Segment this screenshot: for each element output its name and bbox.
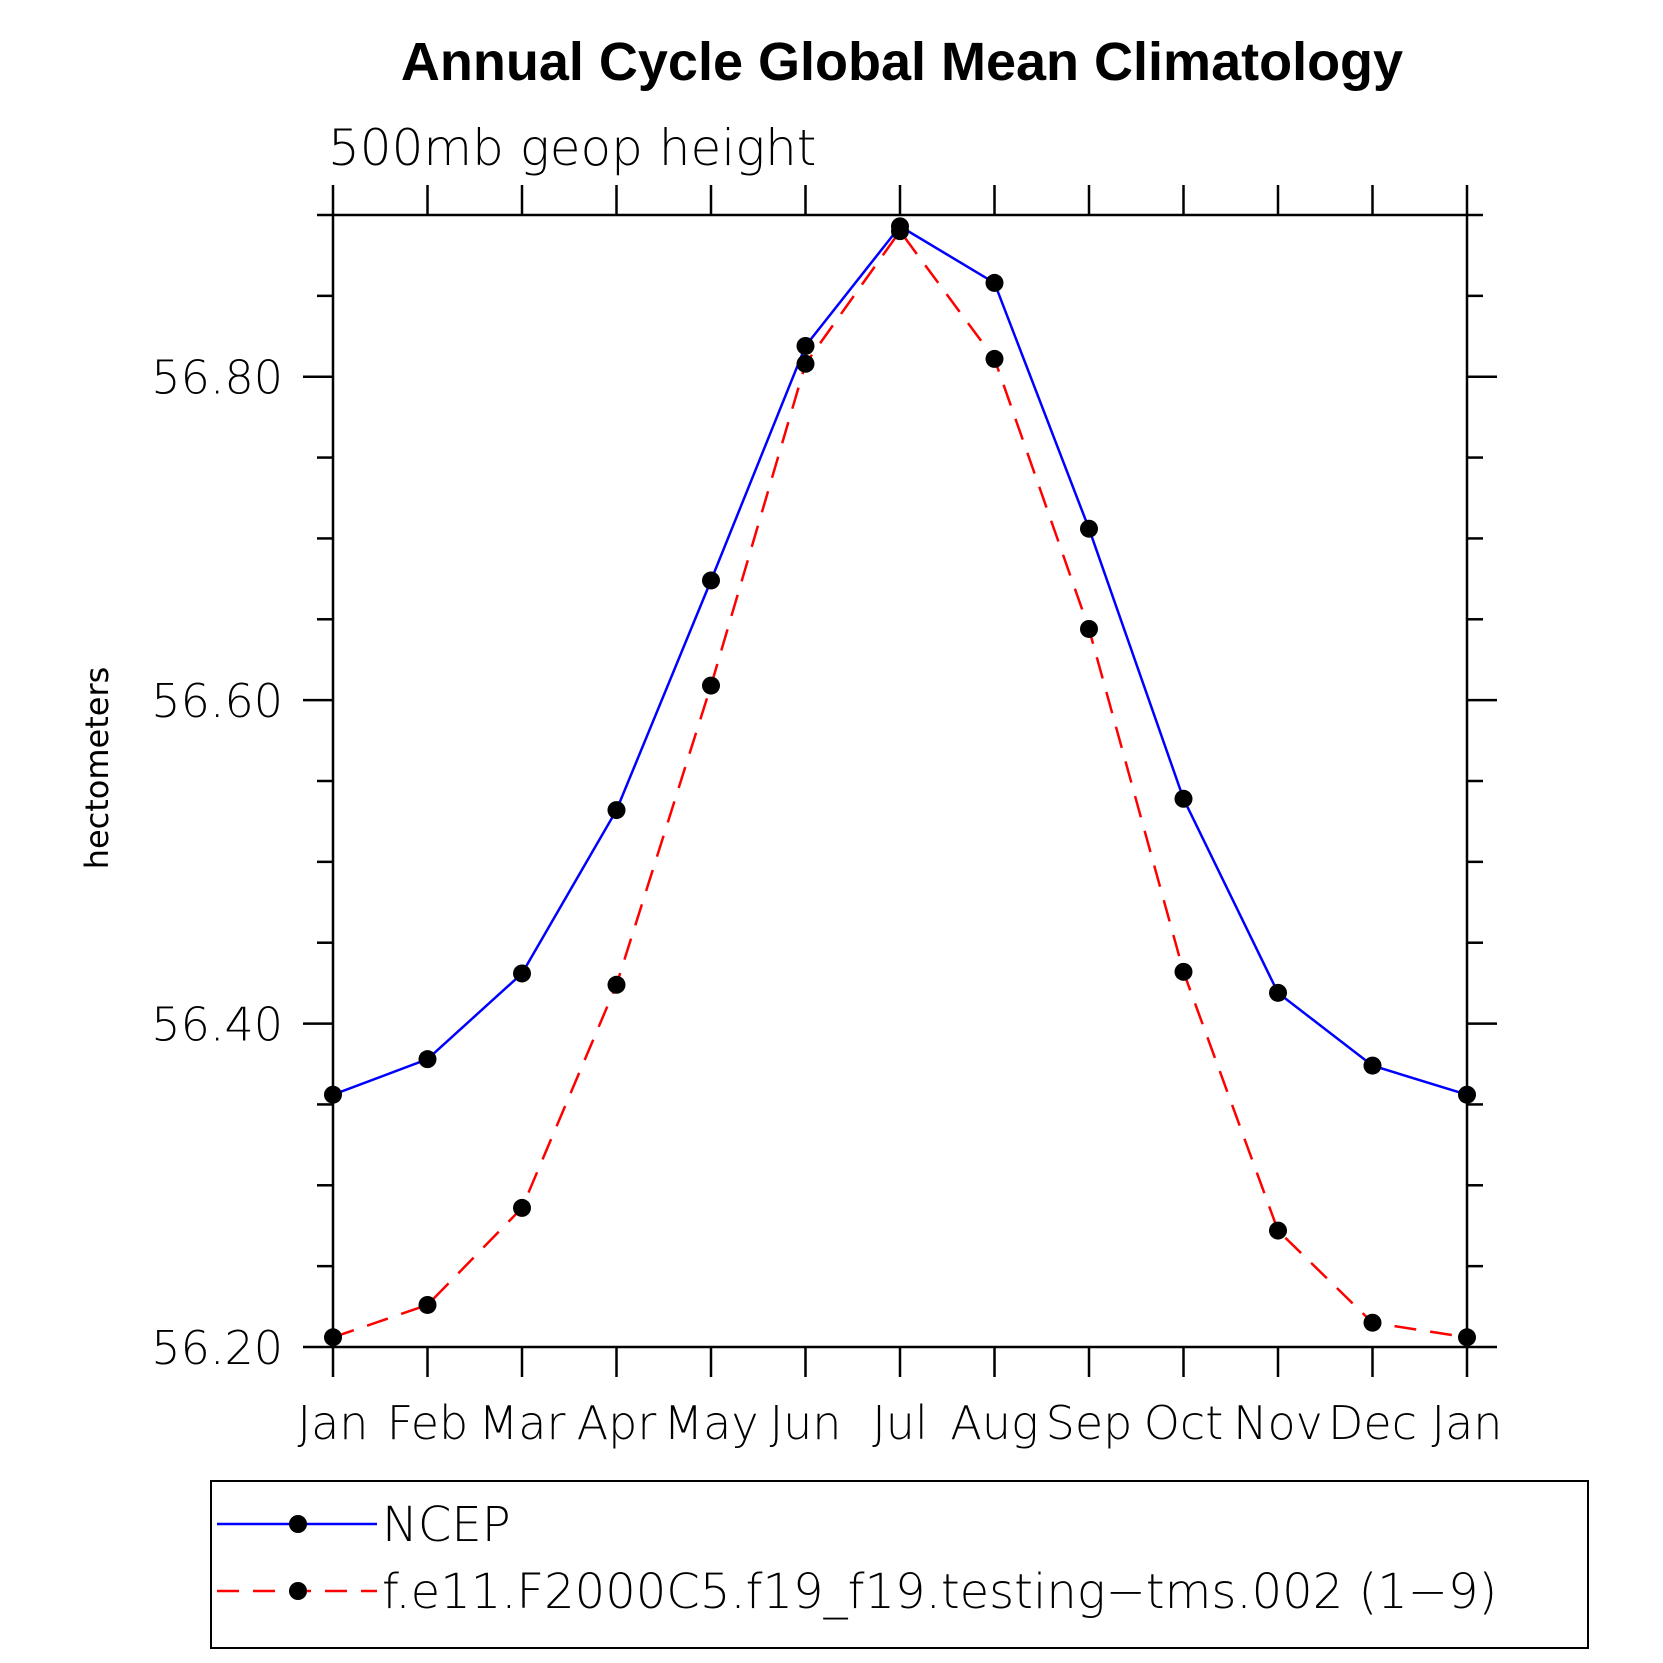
y-tick-label: 56.60 xyxy=(151,674,283,728)
x-tick-label: Jun xyxy=(770,1396,842,1450)
x-tick-label: Jan xyxy=(1432,1396,1503,1450)
data-point-series-1 xyxy=(1174,962,1193,981)
data-point-series-0 xyxy=(985,273,1004,292)
legend-label-model: f.e11.F2000C5.f19_f19.testing−tms.002 (1… xyxy=(382,1564,1497,1620)
x-tick-label: Feb xyxy=(387,1396,468,1450)
legend-box xyxy=(210,1480,1589,1649)
chart-subtitle: 500mb geop height xyxy=(328,119,816,177)
data-point-series-1 xyxy=(1269,1221,1287,1240)
data-point-series-1 xyxy=(702,676,720,695)
data-point-series-0 xyxy=(418,1050,437,1069)
data-point-series-1 xyxy=(891,222,909,241)
x-tick-label: May xyxy=(663,1396,758,1450)
data-point-series-1 xyxy=(513,1198,531,1217)
data-point-series-1 xyxy=(1363,1313,1382,1332)
y-tick-label: 56.80 xyxy=(151,351,283,405)
data-point-series-1 xyxy=(607,975,626,994)
data-point-series-0 xyxy=(702,571,720,590)
x-tick-label: Dec xyxy=(1328,1396,1417,1450)
x-tick-label: Mar xyxy=(479,1396,566,1450)
y-tick-label: 56.20 xyxy=(151,1321,283,1375)
legend-marker-ncep xyxy=(289,1515,307,1533)
data-point-series-0 xyxy=(513,964,531,983)
y-tick-labels: 56.20 56.40 56.60 56.80 xyxy=(151,351,283,1375)
data-point-series-0 xyxy=(1080,519,1098,538)
series-line-0 xyxy=(332,224,1468,1096)
data-point-series-0 xyxy=(1363,1056,1382,1075)
legend-marker-model xyxy=(289,1582,307,1600)
x-tick-label: Oct xyxy=(1144,1396,1224,1450)
data-point-series-1 xyxy=(418,1295,437,1314)
y-tick-label: 56.40 xyxy=(151,998,283,1052)
data-point-series-1 xyxy=(985,349,1004,368)
x-tick-labels: Jan Feb Mar Apr May Jun Jul Aug Sep Oct Nov Dec Jan xyxy=(298,1396,1503,1450)
plot-frame xyxy=(331,213,1469,1349)
legend-label-ncep: NCEP xyxy=(382,1497,511,1553)
data-point-series-0 xyxy=(1174,789,1193,808)
y-axis-label: hectometers xyxy=(78,667,116,870)
legend: NCEP f.e11.F2000C5.f19_f19.testing−tms.0… xyxy=(210,1480,1589,1649)
x-tick-label: Sep xyxy=(1046,1396,1133,1450)
data-point-series-1 xyxy=(796,354,815,373)
x-tick-label: Aug xyxy=(950,1396,1038,1450)
axis-ticks xyxy=(303,185,1497,1377)
chart-title: Annual Cycle Global Mean Climatology xyxy=(401,32,1403,92)
x-tick-label: Jul xyxy=(872,1396,928,1450)
x-tick-label: Nov xyxy=(1233,1396,1323,1450)
data-point-series-1 xyxy=(1080,619,1098,638)
data-point-series-0 xyxy=(607,801,626,820)
data-point-series-0 xyxy=(796,336,815,355)
series-lines xyxy=(324,217,1476,1347)
series-line-1 xyxy=(332,229,1468,1339)
data-point-series-0 xyxy=(1269,983,1287,1002)
x-tick-label: Apr xyxy=(577,1396,657,1450)
x-tick-label: Jan xyxy=(298,1396,369,1450)
